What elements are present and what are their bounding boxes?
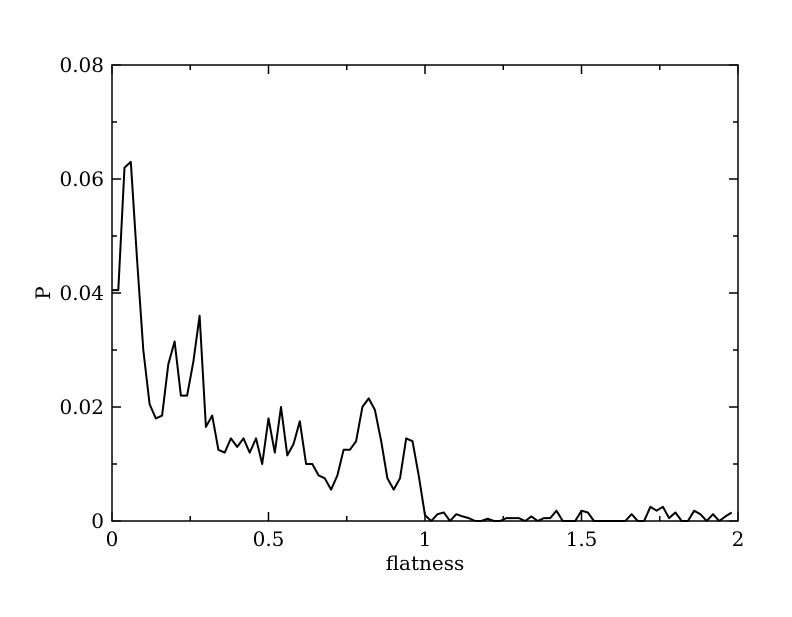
x-tick-label: 1.5 (566, 527, 598, 551)
y-axis-label: P (31, 286, 55, 299)
x-tick-label: 2 (732, 527, 745, 551)
x-axis-ticks (111, 65, 739, 521)
x-tick-label: 1 (419, 527, 432, 551)
y-tick-label: 0.06 (59, 167, 104, 191)
x-tick-label: 0.5 (253, 527, 285, 551)
series-line (112, 160, 733, 522)
plot-frame (111, 64, 739, 522)
x-axis-label: flatness (386, 551, 465, 575)
x-axis-tick-labels: 0 0.5 1 1.5 2 (106, 527, 745, 551)
x-tick-label: 0 (106, 527, 119, 551)
y-axis-tick-labels: 0 0.02 0.04 0.06 0.08 (59, 53, 104, 533)
y-tick-label: 0.02 (59, 395, 104, 419)
y-axis-ticks (112, 64, 738, 522)
y-tick-label: 0.04 (59, 281, 104, 305)
y-tick-label: 0.08 (59, 53, 104, 77)
y-tick-label: 0 (91, 509, 104, 533)
